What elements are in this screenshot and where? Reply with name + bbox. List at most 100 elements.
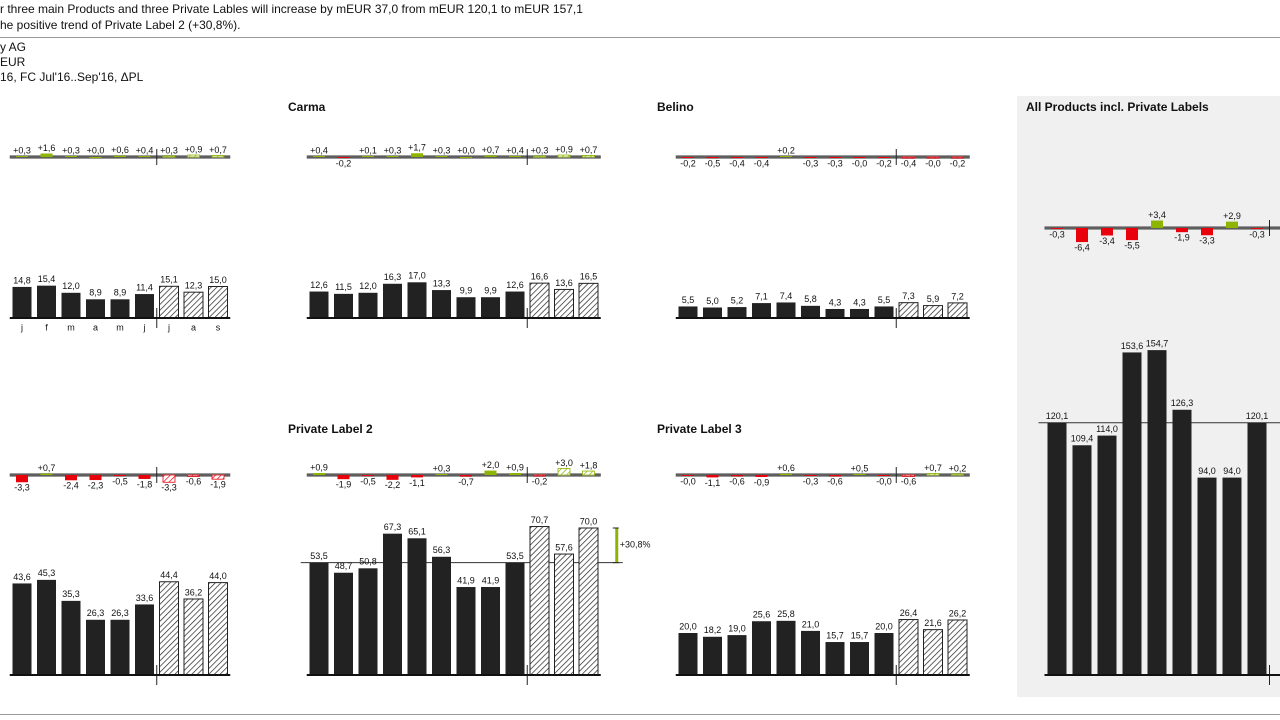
value-label: 15,7 — [826, 630, 844, 640]
bar — [358, 568, 378, 675]
delta-bar — [65, 156, 77, 157]
header-line: he positive trend of Private Label 2 (+3… — [0, 18, 240, 32]
delta-bar — [557, 467, 571, 476]
x-tick-label: m — [116, 322, 124, 332]
chart-title: Carma — [288, 100, 326, 114]
delta-label: -0,6 — [729, 477, 745, 487]
delta-label: -1,1 — [409, 478, 425, 488]
value-label: 41,9 — [482, 575, 500, 585]
bar — [505, 562, 525, 675]
value-label: 12,6 — [310, 280, 328, 290]
delta-bar — [138, 475, 151, 479]
value-label: 5,8 — [804, 294, 817, 304]
delta-label: -0,9 — [754, 477, 770, 487]
delta-bar — [162, 474, 176, 483]
value-label: 12,6 — [506, 280, 524, 290]
delta-bar — [853, 157, 866, 158]
value-label: 41,9 — [457, 575, 475, 585]
bar — [554, 288, 574, 319]
value-label: 35,3 — [62, 589, 80, 599]
delta-label: +0,6 — [777, 463, 795, 473]
delta-bar — [926, 156, 940, 159]
bar — [1222, 477, 1242, 675]
delta-bar — [187, 154, 200, 158]
value-label: 16,6 — [531, 272, 549, 282]
bar — [135, 604, 154, 675]
delta-label: +0,9 — [310, 462, 328, 472]
bar — [554, 553, 574, 676]
value-label: 26,3 — [111, 608, 129, 618]
delta-bar — [926, 473, 940, 476]
delta-bar — [386, 156, 399, 157]
delta-bar — [804, 475, 817, 476]
delta-label: +3,0 — [555, 458, 573, 468]
delta-label: +0,7 — [209, 145, 227, 155]
value-label: 70,7 — [531, 515, 549, 525]
bar — [1072, 445, 1092, 675]
value-label: 33,6 — [136, 593, 154, 603]
delta-bar — [682, 475, 694, 476]
value-label: 20,0 — [875, 621, 893, 631]
value-label: 94,0 — [1223, 466, 1241, 476]
value-label: 12,0 — [359, 281, 377, 291]
delta-bar — [16, 475, 28, 483]
delta-bar — [780, 156, 792, 157]
delta-bar — [114, 475, 126, 477]
delta-label: -2,2 — [385, 480, 401, 490]
bar — [432, 290, 451, 318]
delta-label: -0,5 — [360, 476, 376, 486]
delta-bar — [878, 157, 890, 158]
bar — [1047, 422, 1067, 675]
bar — [898, 619, 919, 676]
bar — [12, 583, 32, 675]
delta-label: +1,8 — [580, 460, 598, 470]
bar — [1147, 350, 1167, 675]
delta-bar — [460, 475, 472, 477]
delta-label: +0,7 — [924, 463, 942, 473]
value-label: 17,0 — [408, 271, 426, 281]
delta-bar — [211, 155, 225, 158]
delta-label: +0,4 — [136, 145, 154, 155]
bar — [825, 642, 845, 675]
delta-label: -0,4 — [729, 158, 745, 168]
delta-bar — [706, 475, 719, 478]
delta-label: +0,3 — [62, 145, 80, 155]
bar — [159, 285, 179, 319]
delta-bar — [951, 156, 964, 159]
chart-title: Private Label 3 — [657, 422, 742, 436]
value-label: 9,9 — [484, 286, 497, 296]
delta-label: -0,5 — [705, 158, 721, 168]
value-label: 9,9 — [460, 286, 473, 296]
value-label: 7,2 — [951, 291, 964, 301]
delta-label: +0,3 — [531, 145, 549, 155]
value-label: 25,6 — [753, 610, 771, 620]
delta-label: -0,2 — [680, 158, 696, 168]
delta-label: +0,9 — [506, 462, 524, 472]
bar — [1197, 477, 1217, 675]
bar — [801, 630, 820, 675]
bar — [456, 297, 476, 318]
delta-bar — [40, 473, 53, 475]
header-line: r three main Products and three Private … — [0, 2, 583, 16]
bar — [481, 297, 500, 318]
delta-bar — [557, 154, 571, 158]
delta-label: +1,6 — [38, 143, 56, 153]
x-tick-label: a — [93, 322, 98, 332]
delta-bar — [114, 155, 126, 157]
bar — [678, 306, 698, 318]
value-label: 11,4 — [136, 282, 153, 292]
delta-label: -2,4 — [63, 481, 79, 491]
value-label: 56,3 — [433, 545, 451, 555]
delta-label: -0,4 — [754, 158, 770, 168]
value-label: 7,1 — [755, 291, 768, 301]
delta-label: +0,3 — [433, 145, 451, 155]
value-label: 114,0 — [1096, 424, 1118, 434]
value-label: 67,3 — [384, 522, 402, 532]
bar — [61, 292, 81, 318]
value-label: 4,3 — [853, 297, 866, 307]
bar — [703, 636, 722, 675]
delta-bar — [484, 470, 497, 475]
x-tick-label: s — [216, 322, 221, 332]
delta-label: +2,9 — [1223, 211, 1241, 221]
delta-label: -3,3 — [161, 483, 177, 493]
